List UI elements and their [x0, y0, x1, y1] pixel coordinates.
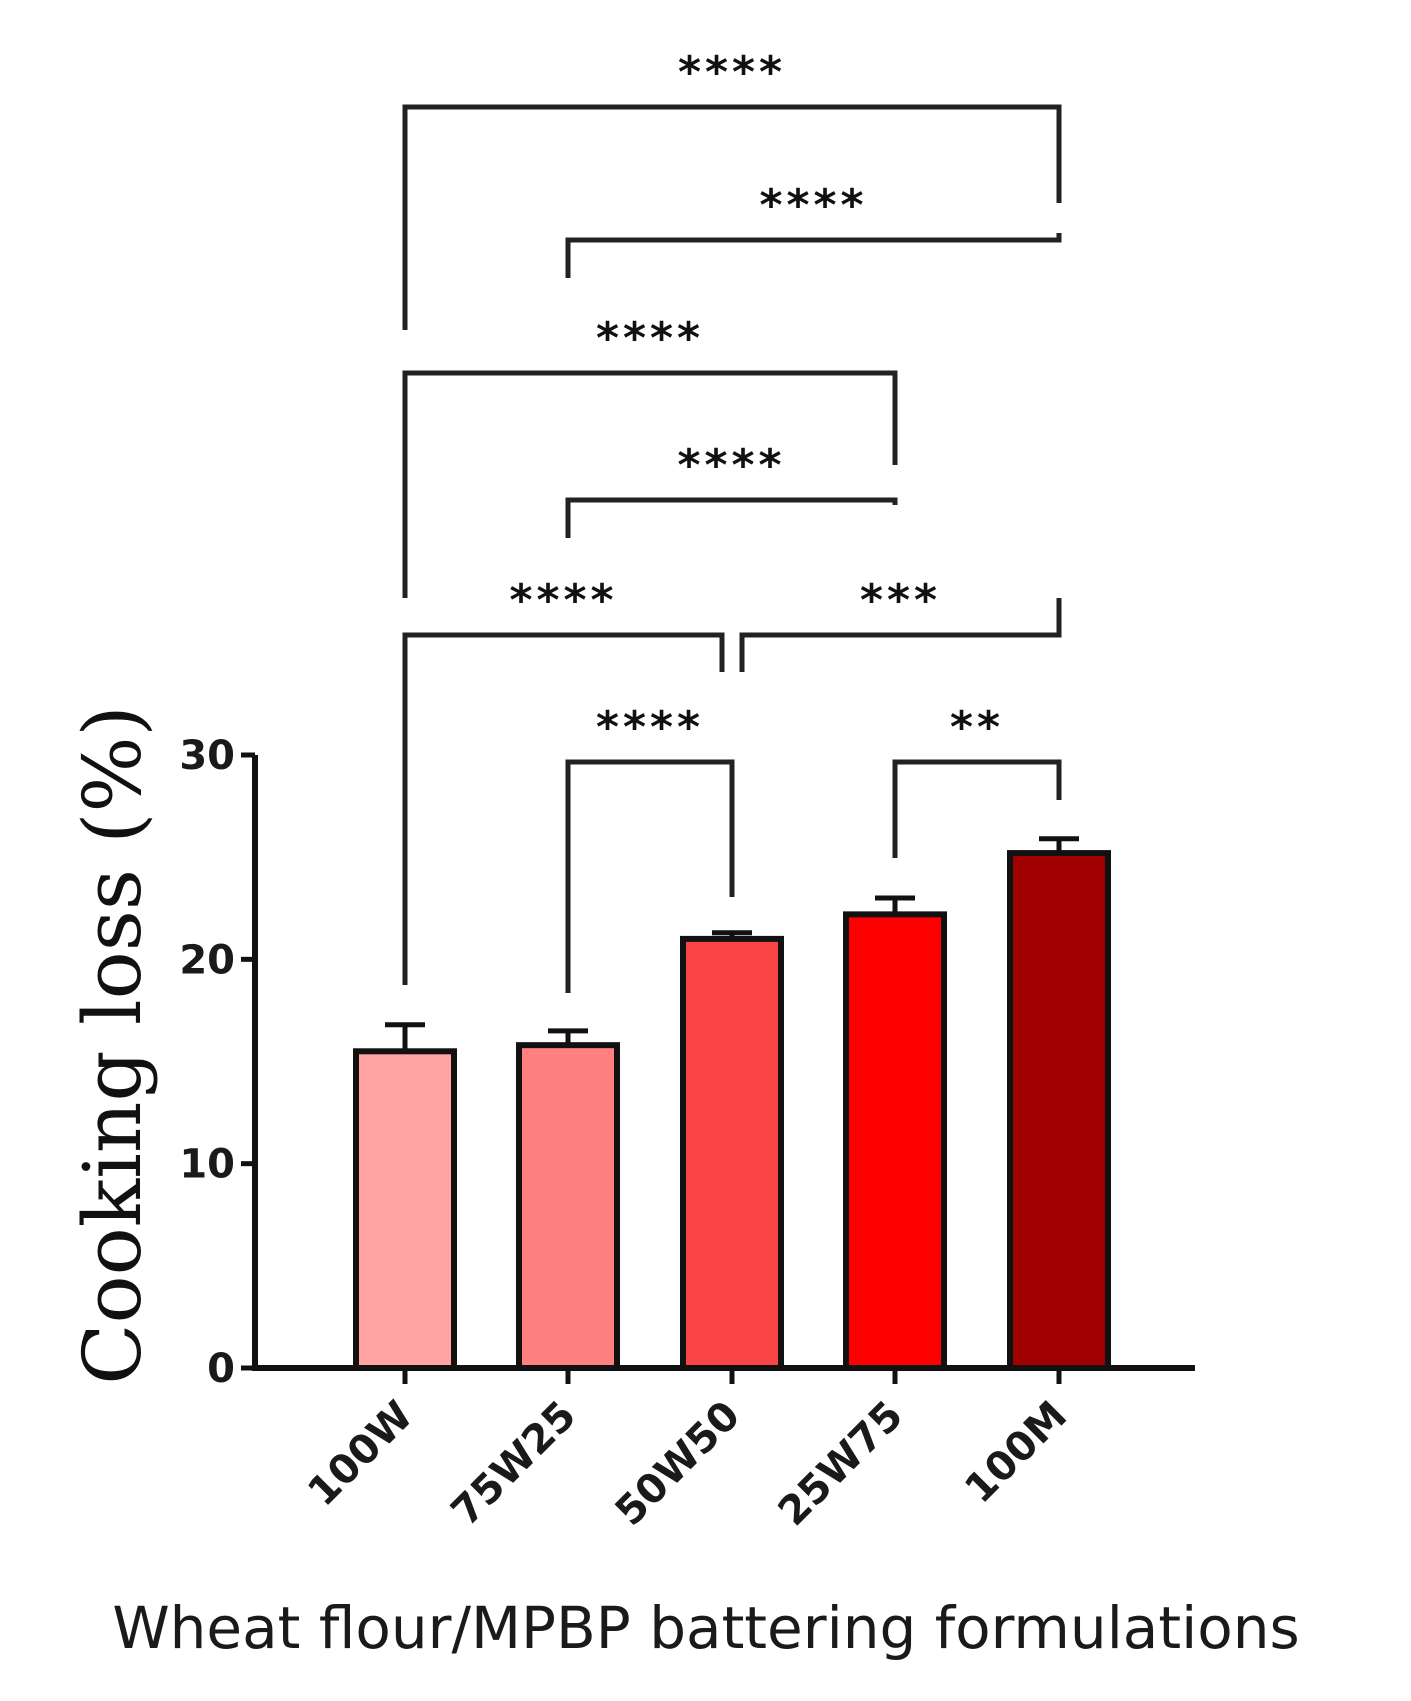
significance-label: **** [596, 313, 704, 364]
significance-bracket [402, 370, 898, 598]
y-tick-label: 0 [207, 1346, 235, 1392]
significance-label: ** [950, 702, 1004, 753]
significance-label: *** [860, 575, 941, 626]
x-tick-label: 50W50 [607, 1393, 749, 1535]
y-tick-label: 30 [179, 733, 235, 779]
x-tick-label: 75W25 [443, 1393, 585, 1535]
significance-bracket [402, 632, 725, 985]
x-tick-label: 25W75 [770, 1393, 912, 1535]
significance-bracket [565, 759, 735, 993]
y-axis-label: Cooking loss (%) [66, 705, 159, 1385]
bar-75W25 [516, 1042, 620, 1371]
bar-50W50 [680, 935, 784, 1372]
significance-bracket [402, 104, 1062, 330]
significance-bracket [739, 598, 1062, 672]
significance-bracket [892, 759, 1062, 858]
significance-label: **** [596, 702, 704, 753]
bar-100M [1007, 850, 1111, 1371]
bars [353, 836, 1111, 1372]
significance-brackets: ******************** ******* ** [402, 47, 1062, 993]
x-tick-label: 100M [956, 1393, 1076, 1513]
significance-bracket [565, 233, 1062, 278]
x-axis-label: Wheat flour/MPBP battering formulations [112, 1594, 1299, 1662]
significance-label: **** [509, 575, 617, 626]
significance-label: **** [759, 180, 867, 231]
x-tick-label: 100W [299, 1393, 422, 1516]
significance-label: **** [677, 440, 785, 491]
y-tick-label: 10 [179, 1142, 235, 1188]
bar-100W [353, 1048, 457, 1371]
significance-bracket [565, 497, 898, 538]
bar-25W75 [843, 911, 947, 1371]
y-tick-label: 20 [179, 937, 235, 983]
significance-label: **** [678, 47, 786, 98]
